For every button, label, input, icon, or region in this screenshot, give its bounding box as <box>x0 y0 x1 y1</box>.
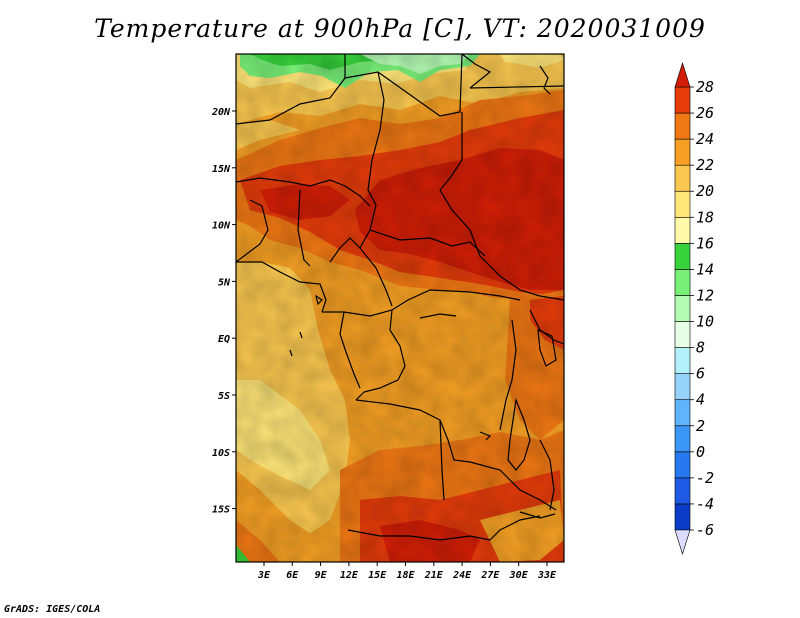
colorbar-box <box>674 321 691 348</box>
chart-title: Temperature at 900hPa [C], VT: 202003100… <box>94 14 706 43</box>
colorbar-box <box>674 216 691 244</box>
credit-text: GrADS: IGES/COLA <box>4 604 101 615</box>
colorbar-box <box>674 295 691 322</box>
lon-tick-label: 12E <box>340 570 359 581</box>
lon-tick-label: 9E <box>315 570 328 581</box>
lon-tick-label: 6E <box>286 570 299 581</box>
colorbar-label: 16 <box>696 234 714 252</box>
colorbar-box <box>674 86 691 114</box>
colorbar-label: 12 <box>696 286 714 304</box>
colorbar-label: 14 <box>696 260 714 278</box>
colorbar-label: 20 <box>696 182 714 200</box>
lat-tick-label: EQ <box>218 334 230 345</box>
lon-tick-label: 21E <box>424 570 444 581</box>
colorbar-label: 28 <box>696 78 714 96</box>
temperature-field <box>236 54 564 562</box>
colorbar-label: 10 <box>696 313 714 331</box>
colorbar-label: -4 <box>696 495 714 513</box>
colorbar-over-arrow <box>674 61 691 88</box>
colorbar-under-arrow <box>674 529 691 556</box>
colorbar-label: 6 <box>696 365 705 383</box>
lon-tick-label: 18E <box>396 570 415 581</box>
lat-tick-label: 10S <box>212 448 230 459</box>
colorbar-box <box>674 373 691 401</box>
lon-tick-label: 27E <box>480 570 500 581</box>
lat-tick-label: 5S <box>218 391 230 402</box>
lat-tick-label: 10N <box>212 221 231 232</box>
map-frame <box>235 53 565 563</box>
colorbar-label: 2 <box>696 417 705 435</box>
lon-tick-label: 30E <box>509 570 529 581</box>
colorbar-label: 18 <box>696 208 714 226</box>
colorbar-label: 8 <box>696 339 705 357</box>
longitude-axis: 3E 6E 9E 12E 15E 18E 21E 24E 27E 30E 33E <box>257 562 557 581</box>
colorbar-box <box>674 243 691 270</box>
colorbar-box <box>674 138 691 166</box>
lat-tick-label: 5N <box>218 277 231 288</box>
colorbar-box <box>674 347 691 374</box>
lat-tick-label: 15S <box>212 505 230 516</box>
colorbar-label: 24 <box>696 130 714 148</box>
colorbar-box <box>674 190 691 218</box>
lon-tick-label: 24E <box>452 570 472 581</box>
country-borders <box>236 54 564 541</box>
colorbar-box <box>674 164 691 192</box>
colorbar-label: 26 <box>696 104 714 122</box>
colorbar-box <box>674 425 691 453</box>
lat-tick-label: 15N <box>212 164 231 175</box>
colorbar-box <box>674 269 691 296</box>
colorbar-label: 0 <box>696 443 705 461</box>
colorbar-label: 22 <box>696 156 714 174</box>
colorbar-box <box>674 112 691 140</box>
lat-tick-label: 20N <box>211 107 231 118</box>
colorbar-box <box>674 477 691 505</box>
lon-tick-label: 3E <box>257 570 271 581</box>
colorbar-label: 4 <box>696 391 705 409</box>
colorbar-box <box>674 503 691 531</box>
latitude-axis: 20N 15N 10N 5N EQ 5S 10S 15S <box>211 107 236 516</box>
colorbar-label: -2 <box>696 469 714 487</box>
colorbar-box <box>674 451 691 479</box>
lon-tick-label: 33E <box>537 570 557 581</box>
colorbar-label: -6 <box>696 521 714 539</box>
lon-tick-label: 15E <box>368 570 387 581</box>
colorbar-box <box>674 399 691 427</box>
